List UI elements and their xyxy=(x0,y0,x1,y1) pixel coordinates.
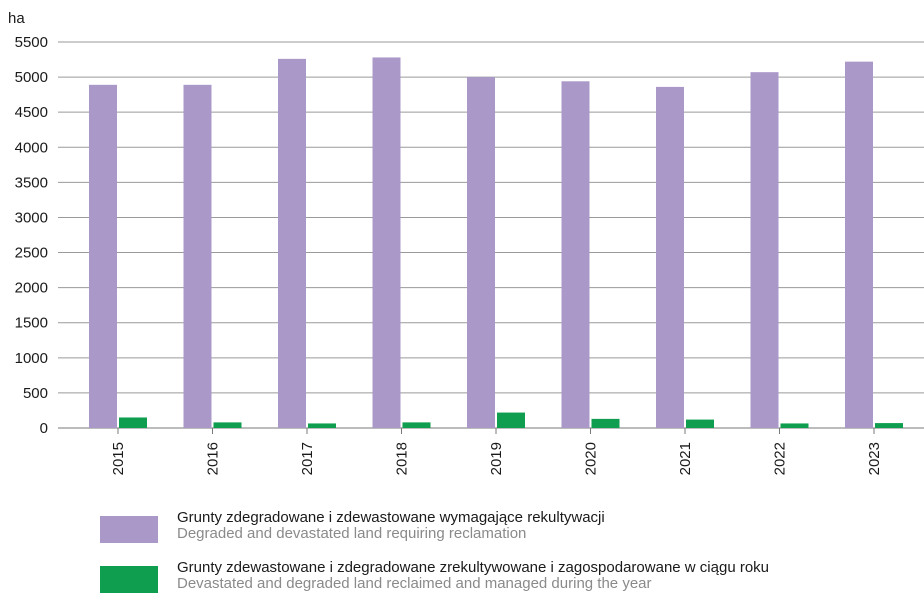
legend-label-pl: Grunty zdewastowane i zdegradowane zreku… xyxy=(177,559,770,576)
x-tick-label: 2022 xyxy=(772,442,789,475)
x-tick-label: 2017 xyxy=(299,442,316,475)
bar-requiring-reclamation xyxy=(467,77,495,428)
bar-reclaimed xyxy=(402,422,431,428)
x-tick-label: 2021 xyxy=(677,442,694,475)
y-tick-label: 0 xyxy=(40,420,48,437)
bar-requiring-reclamation xyxy=(372,57,401,428)
bar-requiring-reclamation xyxy=(278,58,306,429)
x-axis-ticks: 2015 2016 2017 2018 2019 2020 2021 2022 2023 xyxy=(110,428,883,475)
y-tick-label: 4500 xyxy=(15,104,48,121)
bar-reclaimed xyxy=(119,417,147,428)
bar-reclaimed xyxy=(497,412,525,428)
y-tick-label: 3500 xyxy=(15,174,48,191)
bar-requiring-reclamation xyxy=(656,86,684,428)
legend-swatch-requiring-reclamation xyxy=(100,516,158,543)
x-tick-label: 2016 xyxy=(205,442,222,475)
x-tick-label: 2023 xyxy=(866,442,883,475)
y-tick-label: 2000 xyxy=(15,280,48,297)
bar-reclaimed xyxy=(780,423,809,428)
bar-requiring-reclamation xyxy=(183,84,212,428)
x-tick-label: 2015 xyxy=(110,442,127,475)
bars xyxy=(89,57,903,429)
y-tick-label: 2500 xyxy=(15,245,48,262)
y-axis-label: ha xyxy=(8,10,25,27)
legend-item-reclaimed: Grunty zdewastowane i zdegradowane zreku… xyxy=(100,560,920,600)
y-tick-label: 5000 xyxy=(15,69,48,86)
bar-requiring-reclamation xyxy=(750,72,779,428)
legend-label-en: Devastated and degraded land reclaimed a… xyxy=(177,575,652,592)
legend-swatch-reclaimed xyxy=(100,566,158,593)
x-tick-label: 2018 xyxy=(394,442,411,475)
y-tick-label: 5500 xyxy=(15,34,48,51)
y-axis-ticks: 0 500 1000 1500 2000 2500 3000 3500 4000 4500 5000… xyxy=(15,34,48,437)
bar-reclaimed xyxy=(213,422,242,428)
legend-label-en: Degraded and devastated land requiring r… xyxy=(177,525,527,542)
y-tick-label: 500 xyxy=(23,385,48,402)
bar-reclaimed xyxy=(308,423,336,428)
bar-reclaimed xyxy=(686,419,714,428)
legend-text: Grunty zdewastowane i zdegradowane zreku… xyxy=(177,560,769,592)
bar-chart: 0 500 1000 1500 2000 2500 3000 3500 4000 4500 5000… xyxy=(8,10,924,475)
x-tick-label: 2020 xyxy=(583,442,600,475)
y-tick-label: 1000 xyxy=(15,350,48,367)
legend-item-requiring-reclamation: Grunty zdegradowane i zdewastowane wymag… xyxy=(100,510,920,550)
legend-text: Grunty zdegradowane i zdewastowane wymag… xyxy=(177,510,605,542)
bar-reclaimed xyxy=(591,418,620,428)
x-tick-label: 2019 xyxy=(488,442,505,475)
bar-requiring-reclamation xyxy=(845,61,873,428)
bar-requiring-reclamation xyxy=(89,84,117,428)
y-tick-label: 3000 xyxy=(15,209,48,226)
bar-reclaimed xyxy=(875,423,903,428)
legend-label-pl: Grunty zdegradowane i zdewastowane wymag… xyxy=(177,509,605,526)
legend: Grunty zdegradowane i zdewastowane wymag… xyxy=(100,510,920,610)
y-tick-label: 1500 xyxy=(15,315,48,332)
bar-requiring-reclamation xyxy=(561,81,590,428)
y-tick-label: 4000 xyxy=(15,139,48,156)
